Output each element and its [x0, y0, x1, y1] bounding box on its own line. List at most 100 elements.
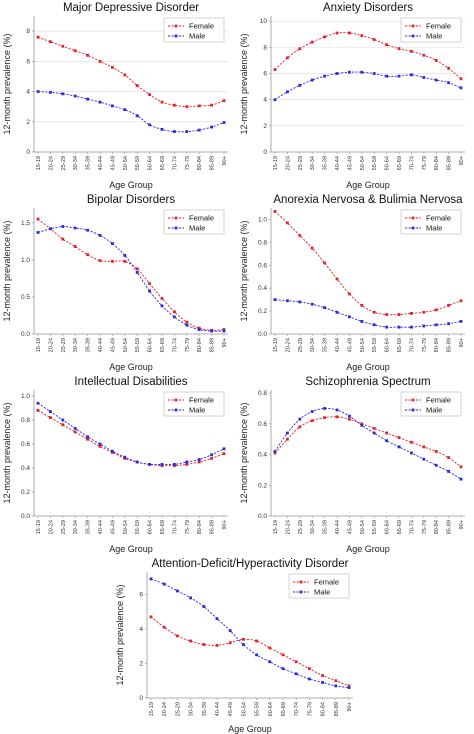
x-tick-label: 45-49: [110, 338, 116, 352]
male-data-point: [210, 453, 213, 457]
male-data-point: [73, 226, 77, 230]
x-tick-label: 30-34: [310, 156, 316, 170]
chart-schizophrenia: Schizophrenia Spectrum 0.0 0.2 0.4 0.6 0.8 15-…: [237, 374, 474, 554]
male-data-point: [385, 325, 388, 329]
y-tick-label: 2: [263, 123, 267, 130]
x-tick-label: 40-44: [335, 338, 341, 352]
x-tick-label: 85-89: [447, 520, 453, 534]
x-tick-label: 15-19: [36, 520, 42, 534]
male-data-point: [73, 427, 77, 430]
female-data-point: [202, 643, 206, 646]
legend-male-label: Male: [314, 588, 330, 597]
legend-male-label: Male: [426, 32, 442, 41]
male-data-point: [160, 463, 164, 466]
male-data-point: [422, 76, 426, 79]
male-data-point: [434, 323, 438, 327]
y-tick-label: 10: [260, 18, 268, 25]
female-data-point: [310, 40, 314, 44]
female-data-point: [61, 423, 65, 427]
female-data-point: [86, 53, 89, 57]
female-data-point: [434, 450, 438, 453]
x-tick-label: 40-44: [335, 520, 341, 534]
female-data-point: [360, 303, 364, 307]
legend-box: [163, 391, 225, 417]
female-data-point: [160, 100, 164, 104]
x-tick-label: 45-49: [228, 702, 234, 716]
legend-box: [400, 391, 462, 417]
y-axis-label: 12-month prevalence (%): [2, 402, 12, 503]
female-data-point: [286, 437, 289, 441]
x-tick-label: 60-64: [385, 156, 391, 170]
female-data-point: [335, 277, 339, 281]
y-tick-label: 0.2: [21, 489, 30, 496]
male-data-point: [410, 73, 413, 77]
male-data-point: [61, 225, 65, 228]
legend-female-marker: [411, 24, 415, 28]
x-tick-label: 40-44: [335, 156, 341, 170]
chart-title: Anorexia Nervosa & Bulimia Nervosa: [273, 194, 463, 206]
female-data-point: [73, 430, 77, 434]
x-tick-label: 75-79: [307, 702, 313, 716]
x-tick-label: 30-34: [73, 520, 79, 534]
chart-svg: Anxiety Disorders 0 2 4 6 8 10 15-19 20-24 25-29 3…: [239, 2, 465, 190]
female-data-point: [298, 47, 302, 51]
y-tick-label: 8: [263, 44, 267, 51]
female-data-point: [347, 684, 351, 688]
legend-male-label: Male: [426, 224, 442, 233]
male-data-point: [410, 451, 413, 455]
female-data-point: [397, 436, 401, 440]
male-data-point: [210, 125, 213, 129]
y-tick-label: 0.8: [21, 417, 30, 424]
male-data-point: [185, 323, 189, 327]
x-tick-label: 30-34: [73, 338, 79, 352]
female-data-point: [434, 59, 438, 62]
x-tick-label: 90+: [222, 520, 228, 530]
male-data-point: [397, 445, 401, 449]
female-data-point: [222, 452, 226, 455]
female-data-point: [36, 217, 40, 221]
x-tick-label: 45-49: [347, 520, 353, 534]
male-data-point: [422, 324, 426, 328]
y-axis-label: 12-month prevalence (%): [239, 402, 249, 503]
male-data-point: [148, 289, 151, 293]
legend-female-label: Female: [189, 22, 214, 31]
x-tick-label: 35-39: [86, 520, 92, 534]
male-series-line: [150, 578, 350, 689]
male-data-point: [372, 431, 376, 435]
legend-female-marker: [299, 580, 303, 584]
female-data-point: [422, 53, 426, 57]
male-series-line: [37, 91, 225, 133]
female-data-point: [176, 634, 179, 638]
legend-male-marker: [411, 34, 415, 38]
female-data-point: [372, 38, 376, 41]
x-tick-label: 20-24: [48, 338, 54, 352]
chart-svg: Intellectual Disabilities 0.0 0.2 0.4 0.6 0.8…: [2, 376, 228, 554]
x-tick-label: 75-79: [185, 338, 191, 352]
x-tick-label: 15-19: [273, 156, 279, 170]
male-data-point: [215, 617, 219, 621]
female-data-point: [73, 49, 77, 53]
x-tick-label: 35-39: [323, 520, 329, 534]
x-tick-label: 45-49: [110, 156, 116, 170]
male-data-point: [335, 310, 339, 314]
x-tick-label: 15-19: [273, 338, 279, 352]
female-data-point: [410, 311, 413, 315]
male-data-point: [123, 254, 127, 257]
female-data-point: [222, 99, 226, 103]
male-data-point: [98, 442, 102, 446]
male-data-point: [348, 414, 351, 418]
male-data-point: [360, 423, 364, 427]
female-data-point: [273, 451, 277, 455]
x-tick-label: 35-39: [202, 702, 208, 716]
male-data-point: [348, 315, 351, 319]
x-tick-label: 35-39: [86, 156, 92, 170]
x-tick-label: 40-44: [215, 702, 221, 716]
x-tick-label: 80-84: [434, 338, 440, 352]
male-data-point: [294, 672, 298, 676]
female-data-point: [36, 35, 40, 39]
male-data-point: [222, 329, 226, 333]
female-series-line: [37, 218, 225, 331]
male-data-point: [123, 108, 127, 112]
y-tick-label: 4: [263, 97, 267, 104]
chart-title: Bipolar Disorders: [87, 194, 175, 206]
